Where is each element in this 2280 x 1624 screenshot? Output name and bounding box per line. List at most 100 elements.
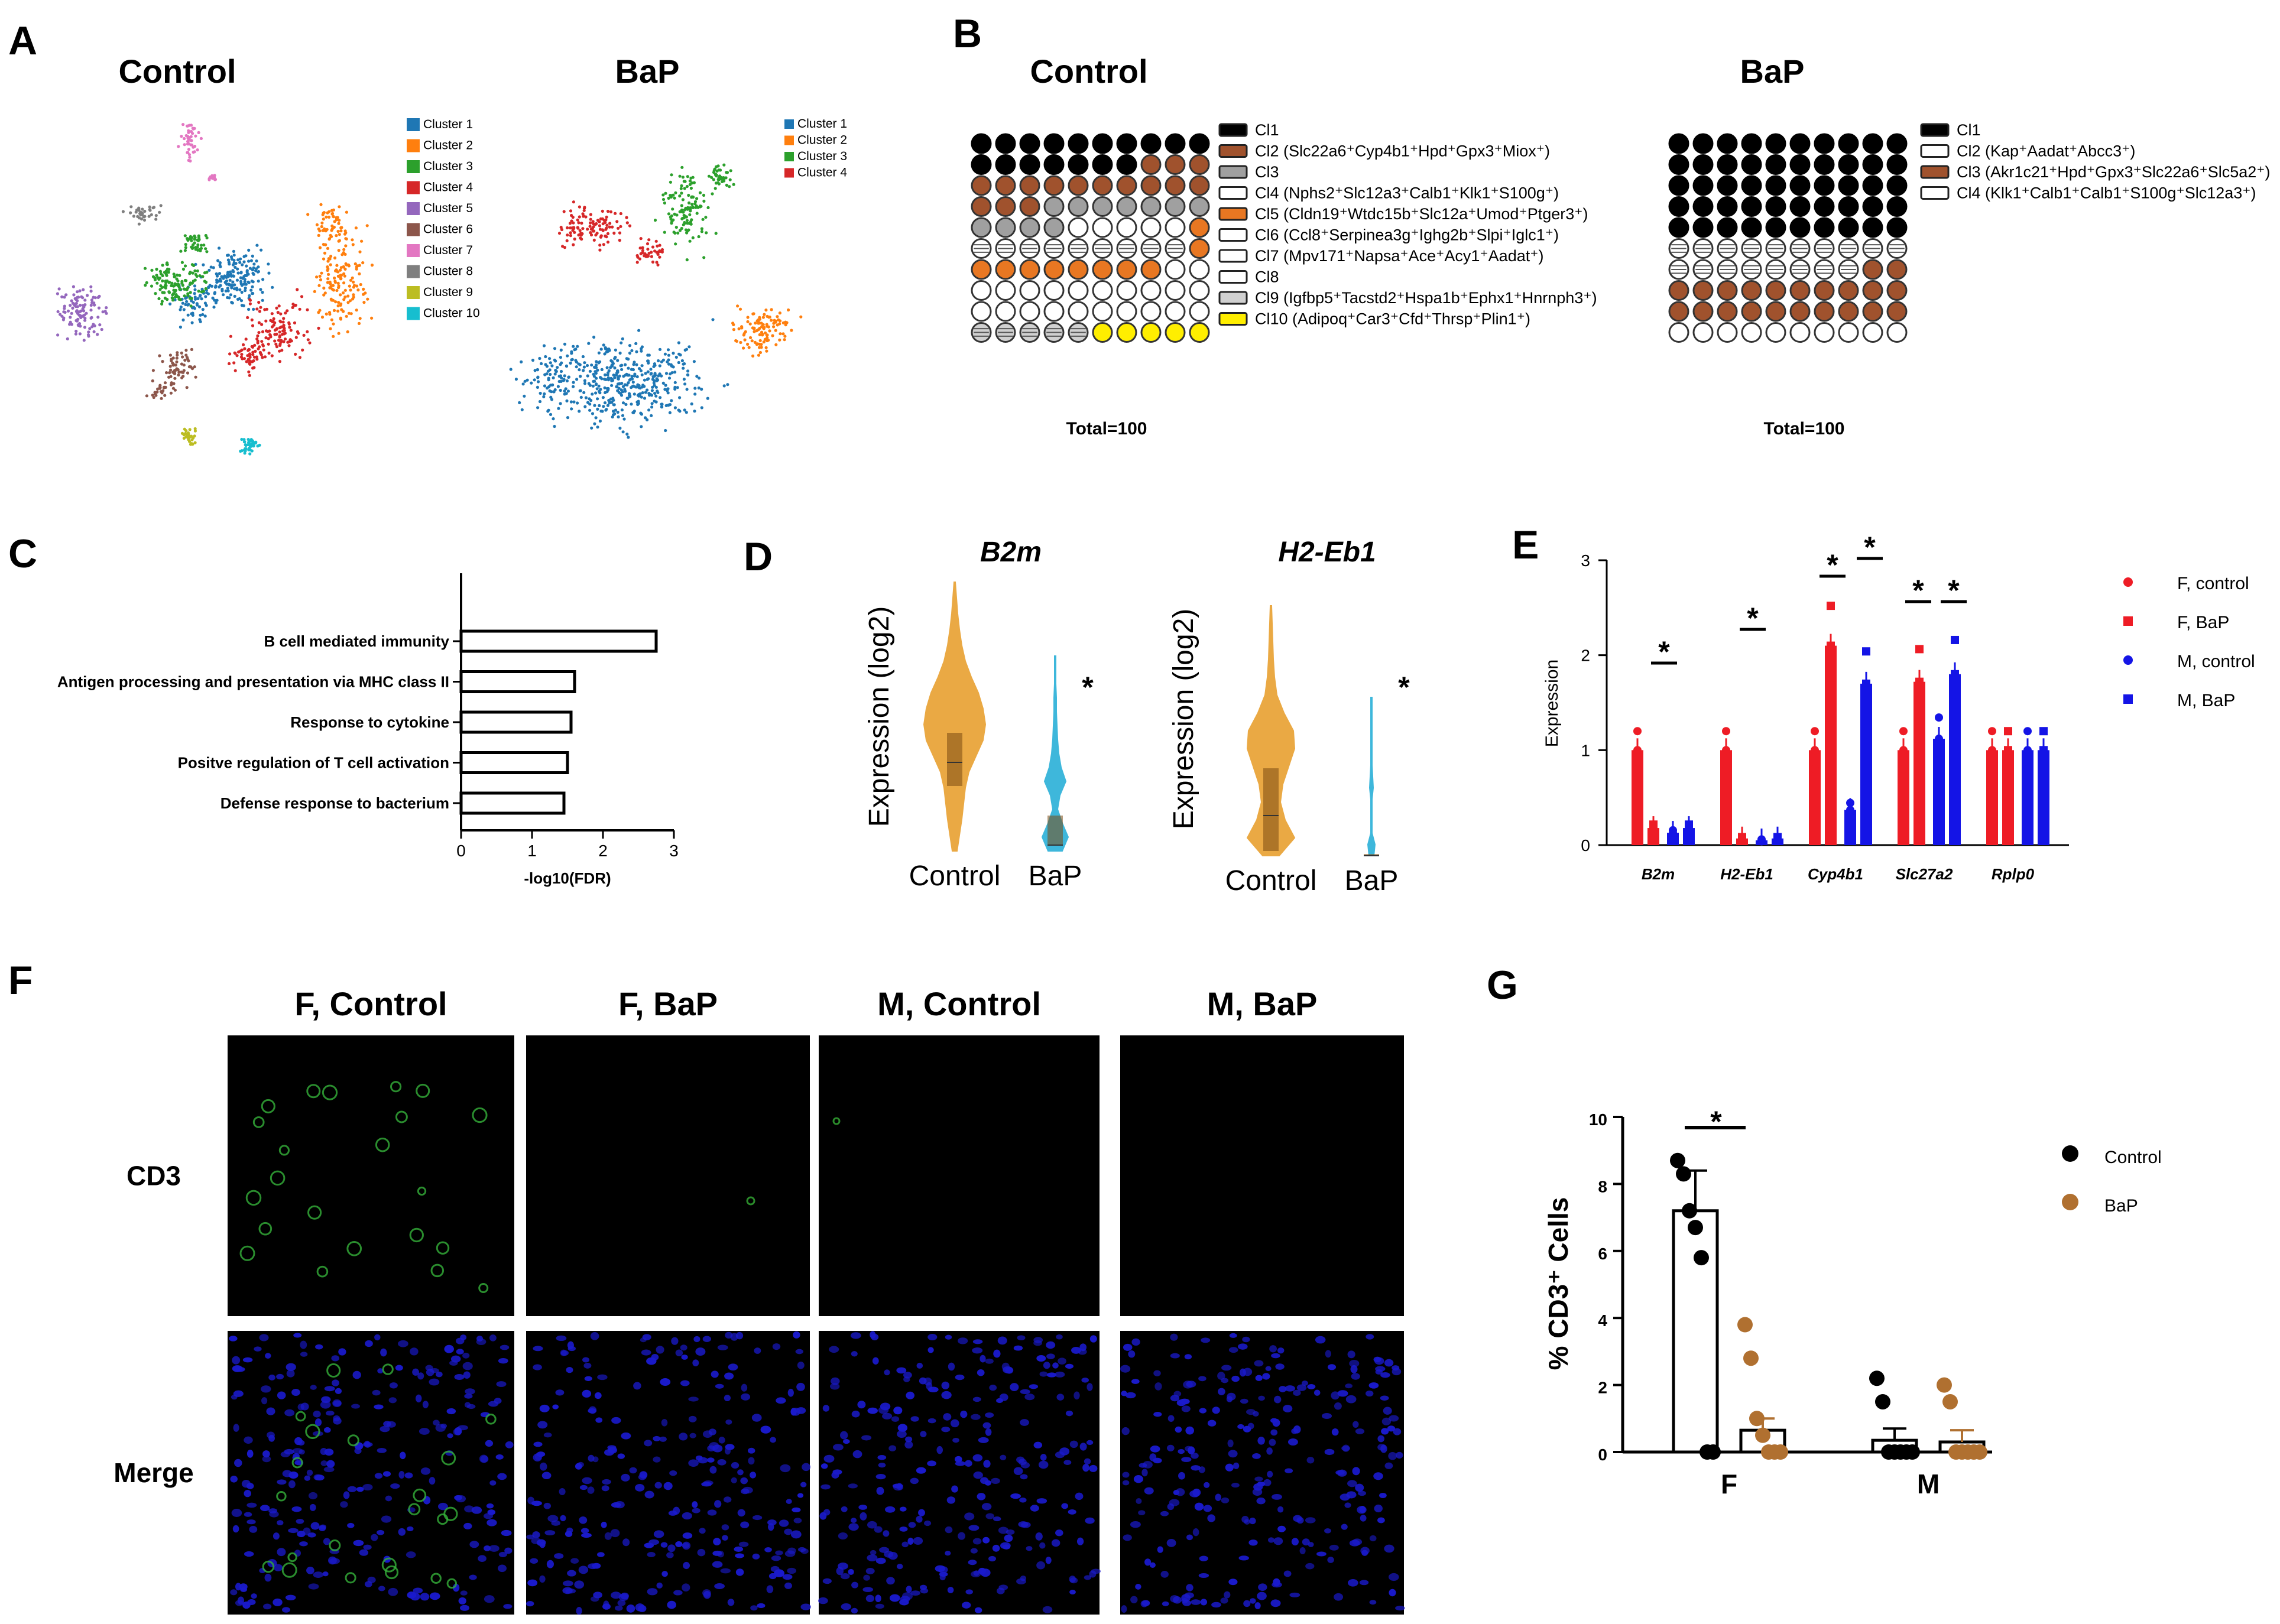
f-nucleus xyxy=(982,1537,990,1544)
waffle-cell xyxy=(1717,301,1738,322)
f-nucleus xyxy=(1135,1583,1141,1590)
f-nucleus xyxy=(1359,1580,1369,1586)
umap-bap-point xyxy=(583,382,587,385)
umap-control-point xyxy=(271,319,275,323)
umap-bap-point xyxy=(764,331,767,334)
f-cd3-cell xyxy=(245,1190,262,1206)
umap-legend-swatch xyxy=(407,265,420,278)
f-nucleus xyxy=(333,1415,340,1422)
f-nucleus xyxy=(1131,1338,1140,1346)
waffle-cell xyxy=(1741,280,1762,301)
umap-control-point xyxy=(341,291,345,295)
umap-control-point xyxy=(321,229,325,232)
f-nucleus xyxy=(454,1374,465,1380)
waffle-cell xyxy=(1189,133,1210,154)
umap-bap-point xyxy=(559,226,563,229)
umap-control-point xyxy=(202,263,205,267)
umap-control-point xyxy=(302,333,306,337)
f-nucleus xyxy=(831,1377,840,1385)
f-nucleus xyxy=(1275,1363,1285,1370)
f-nucleus xyxy=(1384,1544,1394,1553)
umap-control-point xyxy=(352,285,356,289)
f-nucleus xyxy=(320,1460,327,1466)
umap-control-point xyxy=(336,309,340,313)
f-nucleus xyxy=(1337,1390,1348,1397)
umap-bap-point xyxy=(620,408,624,412)
umap-bap-point xyxy=(593,422,596,426)
umap-bap-point xyxy=(593,404,596,407)
e-point xyxy=(1935,735,1943,743)
umap-bap-point xyxy=(589,213,593,216)
f-nucleus xyxy=(948,1362,955,1371)
umap-control-point xyxy=(187,148,191,151)
f-nucleus xyxy=(588,1406,597,1414)
umap-bap-point xyxy=(654,394,658,398)
f-nucleus xyxy=(764,1547,772,1552)
e-point xyxy=(2039,746,2048,755)
f-nucleus xyxy=(796,1382,805,1391)
e-point xyxy=(1846,813,1854,821)
f-nucleus xyxy=(1081,1378,1089,1383)
umap-bap-point xyxy=(627,381,630,385)
f-nucleus xyxy=(476,1336,483,1342)
umap-control-point xyxy=(158,269,162,273)
f-nucleus xyxy=(1082,1463,1089,1472)
f-nucleus xyxy=(322,1571,329,1577)
umap-bap-point xyxy=(714,232,718,235)
f-nucleus xyxy=(1289,1592,1300,1597)
umap-bap-point xyxy=(582,391,586,394)
f-cd3-cell xyxy=(239,1245,255,1261)
e-point xyxy=(1827,681,1835,690)
waffle-cell xyxy=(1668,217,1689,238)
f-nucleus xyxy=(1377,1444,1386,1451)
f-nucleus xyxy=(1153,1370,1161,1376)
umap-control-point xyxy=(71,306,74,310)
umap-control-point xyxy=(175,360,179,364)
umap-control-point xyxy=(165,371,168,375)
f-nucleus xyxy=(1043,1362,1050,1369)
umap-bap-point xyxy=(689,206,692,210)
c-bar xyxy=(459,710,573,734)
f-nucleus xyxy=(496,1381,507,1387)
f-nucleus xyxy=(539,1404,550,1412)
waffle-cell xyxy=(1189,322,1210,343)
f-nucleus xyxy=(875,1473,886,1480)
f-nucleus xyxy=(602,1603,611,1610)
f-nucleus xyxy=(779,1519,789,1527)
waffle-cell xyxy=(1814,133,1835,154)
f-nucleus xyxy=(768,1573,777,1580)
umap-control-point xyxy=(343,232,347,236)
f-nucleus xyxy=(1020,1389,1030,1395)
f-nucleus xyxy=(1270,1418,1278,1423)
umap-control-point xyxy=(168,371,171,375)
waffle-cell xyxy=(1043,301,1065,322)
g-point xyxy=(1942,1394,1958,1409)
umap-bap-point xyxy=(677,341,680,345)
f-nucleus xyxy=(793,1331,800,1339)
f-nucleus xyxy=(717,1344,728,1350)
umap-control-point xyxy=(370,264,374,267)
f-nucleus xyxy=(371,1534,378,1541)
f-nucleus xyxy=(324,1386,335,1392)
f-nucleus xyxy=(1345,1383,1353,1389)
umap-control-point xyxy=(326,277,330,281)
f-nucleus xyxy=(1369,1600,1377,1605)
d-y-axis-title: Expression (log2) xyxy=(1168,609,1199,830)
umap-control-point xyxy=(184,435,188,439)
umap-bap-point xyxy=(658,249,661,253)
umap-bap-point xyxy=(669,195,673,199)
d-violin-box xyxy=(1263,768,1279,851)
umap-control-point xyxy=(252,307,255,311)
f-nucleus xyxy=(669,1470,677,1476)
umap-bap-point xyxy=(742,346,745,350)
f-nucleus xyxy=(286,1369,295,1378)
umap-bap-point xyxy=(603,352,607,356)
umap-control-point xyxy=(337,239,340,243)
umap-control-point xyxy=(326,267,330,271)
umap-bap-point xyxy=(638,246,642,250)
umap-control-point xyxy=(89,316,93,320)
d-y-axis-title: Expression (log2) xyxy=(864,606,895,827)
f-nucleus xyxy=(1186,1381,1196,1388)
umap-bap-point xyxy=(606,232,609,235)
